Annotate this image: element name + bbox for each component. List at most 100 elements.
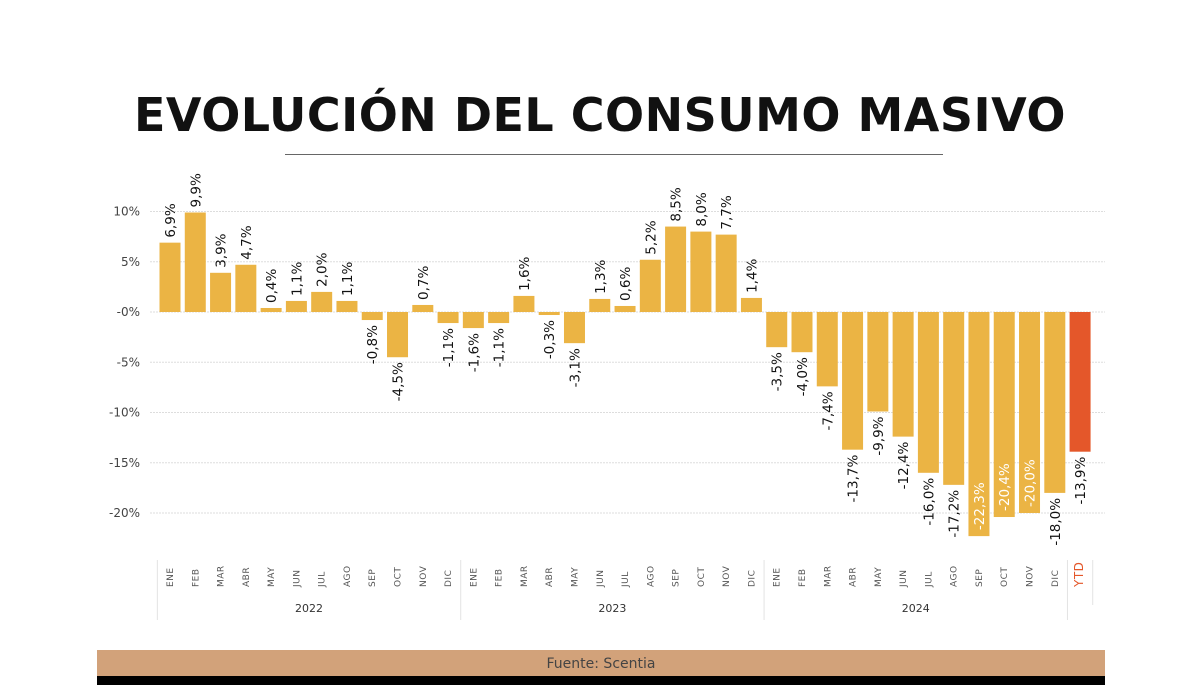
data-label: 4,7% [239,225,255,259]
bar [968,312,990,537]
category-label: DIC [444,570,454,587]
bar [943,312,965,485]
data-label: 0,4% [264,269,280,303]
category-label: ABR [545,567,555,587]
year-label: 2022 [295,602,323,615]
category-label: AGO [646,565,656,587]
bar [1069,312,1091,452]
category-label: JUN [596,570,606,588]
bar [184,212,206,312]
chart-title: EVOLUCIÓN DEL CONSUMO MASIVO [133,88,1067,142]
bar [589,298,611,312]
category-label: JUN [899,570,909,588]
data-label: 6,9% [163,203,179,237]
category-label: DIC [1051,570,1061,587]
category-label: NOV [722,565,732,587]
data-label: -16,0% [921,478,937,526]
category-label: ABR [849,567,859,587]
data-label: -0,8% [365,325,381,364]
category-label: SEP [672,569,682,587]
data-label: -22,3% [972,482,988,530]
bar [1044,312,1066,493]
data-label: -3,1% [567,348,583,387]
category-label: FEB [191,568,201,587]
bar [665,226,687,312]
category-label: MAR [217,565,227,587]
bar [311,291,333,312]
bottom-bar [97,676,1105,685]
bar [513,295,535,312]
data-label: 1,4% [744,258,760,292]
category-label: ENE [166,567,176,587]
bar [210,272,232,312]
data-label: 9,9% [188,173,204,207]
bar [488,312,510,324]
data-label: -18,0% [1048,498,1064,546]
category-label: AGO [950,565,960,587]
bar [740,297,762,312]
category-label: ABR [242,567,252,587]
data-label: -13,9% [1073,457,1089,505]
category-label: DIC [747,570,757,587]
data-label: -17,2% [947,490,963,538]
data-label: 1,6% [517,256,533,290]
bar [842,312,864,450]
bar [690,231,712,312]
bar [159,242,181,312]
bar [538,312,560,316]
bar [361,312,383,321]
category-label: NOV [1026,565,1036,587]
data-label: 3,9% [214,233,230,267]
bar [791,312,813,353]
data-label: 5,2% [643,220,659,254]
data-label: 1,1% [340,261,356,295]
title-divider [285,154,943,155]
category-label: YTD [1072,562,1086,588]
category-label: ENE [469,567,479,587]
category-label: ENE [773,567,783,587]
bar [462,312,484,329]
category-label: MAY [874,567,884,587]
data-label: -1,6% [466,333,482,372]
data-label: -20,4% [997,463,1013,511]
data-label: -1,1% [441,328,457,367]
data-label: -9,9% [871,416,887,455]
y-tick-label: -10% [109,406,140,420]
category-label: JUN [292,570,302,588]
data-label: -12,4% [896,441,912,489]
category-label: AGO [343,565,353,587]
category-label: SEP [368,569,378,587]
bar [285,300,307,312]
bar [766,312,788,348]
category-label: FEB [798,568,808,587]
category-label: OCT [1000,567,1010,587]
y-tick-label: 10% [113,205,140,219]
year-label: 2023 [598,602,626,615]
y-tick-label: -20% [109,506,140,520]
data-label: 0,6% [618,267,634,301]
category-label: OCT [697,567,707,587]
bar-chart: 10% 5% -0% -5% -10% -15% -20% 6,9% ENE 9,9% FEB 3,9… [109,173,1105,620]
bar [715,234,737,312]
category-label: MAY [570,567,580,587]
bar [816,312,838,387]
bar [993,312,1015,518]
data-label: -4,5% [391,362,407,401]
y-tick-label: 5% [121,255,140,269]
category-label: FEB [495,568,505,587]
data-label: -3,5% [770,352,786,391]
y-tick-label: -5% [117,355,140,369]
data-label: -20,0% [1023,459,1039,507]
bar [563,312,585,344]
category-label: OCT [394,567,404,587]
data-label: 8,0% [694,192,710,226]
data-label: -13,7% [846,455,862,503]
bar [260,307,282,312]
y-tick-label: -15% [109,456,140,470]
bar [917,312,939,473]
data-label: -0,3% [542,320,558,359]
data-label: 0,7% [416,265,432,299]
source-text: Fuente: Scentia [546,656,656,672]
data-label: 1,3% [593,259,609,293]
category-label: JUL [318,571,328,588]
